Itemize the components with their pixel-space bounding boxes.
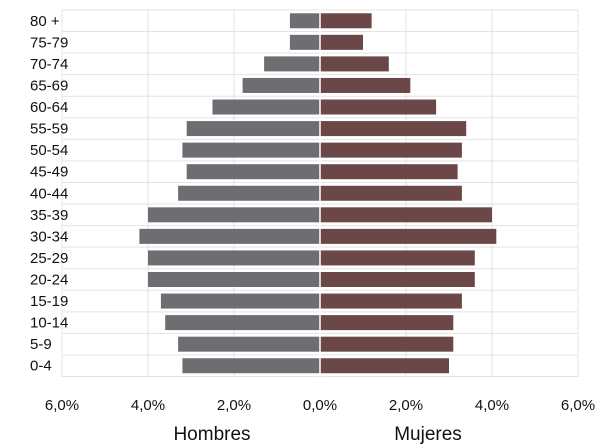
age-group-label: 60-64 bbox=[30, 99, 68, 116]
bar-mujeres bbox=[320, 13, 372, 29]
bar-hombres bbox=[186, 121, 320, 137]
bar-hombres bbox=[178, 336, 320, 352]
age-group-label: 35-39 bbox=[30, 207, 68, 224]
bar-hombres bbox=[160, 293, 320, 309]
age-group-label: 55-59 bbox=[30, 121, 68, 138]
bar-hombres bbox=[182, 358, 320, 374]
bar-mujeres bbox=[320, 77, 411, 93]
age-group-label: 75-79 bbox=[30, 34, 68, 51]
age-group-label: 10-14 bbox=[30, 315, 68, 332]
x-tick-label: 2,0% bbox=[217, 397, 251, 414]
bar-mujeres bbox=[320, 358, 449, 374]
x-tick-label: 0,0% bbox=[303, 397, 337, 414]
bar-hombres bbox=[165, 315, 320, 331]
x-label-hombres: Hombres bbox=[173, 424, 250, 445]
bar-mujeres bbox=[320, 34, 363, 50]
bar-hombres bbox=[242, 77, 320, 93]
age-group-label: 65-69 bbox=[30, 77, 68, 94]
age-group-label: 80 + bbox=[30, 13, 60, 30]
age-group-label: 15-19 bbox=[30, 293, 68, 310]
bar-mujeres bbox=[320, 142, 462, 158]
age-group-label: 20-24 bbox=[30, 272, 68, 289]
bar-mujeres bbox=[320, 185, 462, 201]
bar-hombres bbox=[148, 250, 320, 266]
bar-mujeres bbox=[320, 336, 454, 352]
bar-mujeres bbox=[320, 315, 454, 331]
age-group-label: 45-49 bbox=[30, 164, 68, 181]
bar-mujeres bbox=[320, 121, 467, 137]
age-group-labels: 80 + 75-79 70-74 65-69 60-64 55-59 50-54 45-49 4… bbox=[30, 13, 68, 375]
age-group-label: 30-34 bbox=[30, 228, 68, 245]
bar-mujeres bbox=[320, 164, 458, 180]
bar-hombres bbox=[148, 272, 320, 287]
bar-hombres bbox=[139, 228, 320, 244]
age-group-label: 40-44 bbox=[30, 185, 68, 202]
bar-hombres bbox=[182, 142, 320, 158]
bar-mujeres bbox=[320, 56, 389, 72]
x-axis-ticks: 6,0% 4,0% 2,0% 0,0% 2,0% 4,0% 6,0% bbox=[45, 397, 595, 414]
bar-mujeres bbox=[320, 99, 437, 115]
bar-mujeres bbox=[320, 250, 475, 266]
x-tick-label: 6,0% bbox=[561, 397, 595, 414]
x-tick-label: 4,0% bbox=[475, 397, 509, 414]
bar-hombres bbox=[178, 185, 320, 201]
age-group-label: 25-29 bbox=[30, 250, 68, 267]
bar-mujeres bbox=[320, 272, 475, 287]
bar-hombres bbox=[212, 99, 320, 115]
age-group-label: 70-74 bbox=[30, 56, 68, 73]
age-group-label: 5-9 bbox=[30, 336, 52, 353]
bars bbox=[139, 10, 497, 377]
age-group-label: 50-54 bbox=[30, 142, 68, 159]
bar-hombres bbox=[264, 56, 320, 72]
x-tick-label: 4,0% bbox=[131, 397, 165, 414]
bar-mujeres bbox=[320, 207, 492, 223]
bar-hombres bbox=[186, 164, 320, 180]
x-tick-label: 6,0% bbox=[45, 397, 79, 414]
x-tick-label: 2,0% bbox=[389, 397, 423, 414]
age-group-label: 0-4 bbox=[30, 358, 52, 375]
x-label-mujeres: Mujeres bbox=[394, 424, 462, 445]
bar-mujeres bbox=[320, 293, 462, 309]
bar-hombres bbox=[289, 13, 320, 29]
bar-hombres bbox=[148, 207, 320, 223]
bar-hombres bbox=[289, 34, 320, 50]
bar-mujeres bbox=[320, 228, 497, 244]
